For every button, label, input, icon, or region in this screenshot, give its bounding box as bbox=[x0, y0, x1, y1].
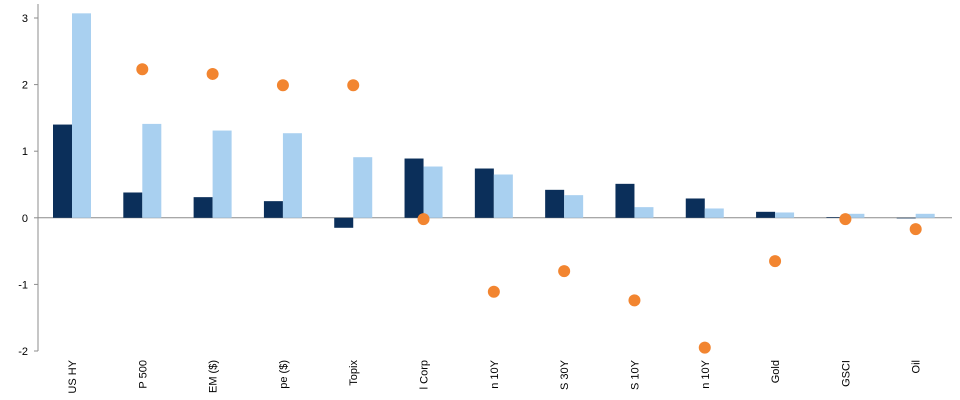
category-label: Oil bbox=[911, 360, 923, 373]
y-tick-label: -1 bbox=[18, 279, 28, 291]
bar-light bbox=[634, 207, 654, 218]
category-label: P 500 bbox=[137, 360, 149, 389]
y-tick-label: 1 bbox=[22, 146, 28, 158]
bar-dark bbox=[123, 192, 143, 218]
category-label: S 10Y bbox=[629, 359, 641, 390]
data-point bbox=[276, 79, 289, 92]
category-label: EM ($) bbox=[208, 360, 220, 393]
category-label: pe ($) bbox=[278, 360, 290, 389]
bars bbox=[53, 13, 935, 228]
data-point bbox=[628, 294, 641, 307]
data-point bbox=[206, 67, 219, 80]
category-label: n 10Y bbox=[489, 359, 501, 388]
bar-light bbox=[423, 166, 443, 218]
category-label: l Corp bbox=[419, 360, 431, 389]
bar-dark bbox=[263, 201, 283, 218]
y-tick-label: 2 bbox=[22, 80, 28, 92]
y-tick-label: 3 bbox=[22, 13, 28, 25]
data-point bbox=[558, 265, 571, 278]
category-label: GSCI bbox=[840, 360, 852, 387]
bar-dark bbox=[334, 217, 354, 228]
data-point bbox=[487, 285, 500, 298]
data-point bbox=[136, 63, 149, 76]
bar-light bbox=[775, 212, 795, 218]
bar-light bbox=[72, 13, 91, 218]
data-point bbox=[769, 255, 782, 268]
bar-dark bbox=[545, 189, 565, 218]
category-label: n 10Y bbox=[700, 359, 712, 388]
category-label: Topix bbox=[348, 360, 360, 386]
dots bbox=[136, 63, 922, 354]
bar-light bbox=[915, 213, 935, 218]
y-axis: 3 2 1 0 -1 -2 bbox=[18, 4, 39, 358]
category-label: US HY bbox=[67, 359, 79, 393]
bar-light bbox=[493, 174, 513, 218]
bar-light bbox=[142, 123, 162, 218]
category-labels: US HY P 500 EM ($) pe ($) Topix l Corp n 10Y S … bbox=[67, 359, 923, 393]
bar-dark bbox=[896, 217, 916, 219]
bar-light bbox=[704, 208, 724, 218]
category-label: S 30Y bbox=[559, 359, 571, 390]
bar-light bbox=[282, 133, 302, 218]
bar-dark bbox=[193, 197, 213, 218]
bar-light bbox=[564, 195, 584, 218]
y-tick-label: 0 bbox=[22, 213, 28, 225]
bar-dark bbox=[53, 124, 72, 218]
bar-light bbox=[353, 157, 373, 218]
bar-dark bbox=[685, 198, 705, 218]
data-point bbox=[698, 341, 711, 354]
bar-light bbox=[212, 130, 232, 218]
bar-light bbox=[845, 213, 865, 218]
data-point bbox=[347, 79, 360, 92]
y-tick-label: -2 bbox=[18, 346, 28, 358]
bar-dark bbox=[756, 211, 776, 218]
bar-dark bbox=[474, 168, 494, 218]
bar-dark bbox=[404, 158, 424, 218]
data-point bbox=[909, 223, 922, 236]
data-point bbox=[839, 213, 852, 226]
bar-dark bbox=[615, 183, 635, 218]
data-point bbox=[417, 213, 430, 226]
bar-dark bbox=[826, 217, 846, 218]
category-label: Gold bbox=[770, 360, 782, 383]
